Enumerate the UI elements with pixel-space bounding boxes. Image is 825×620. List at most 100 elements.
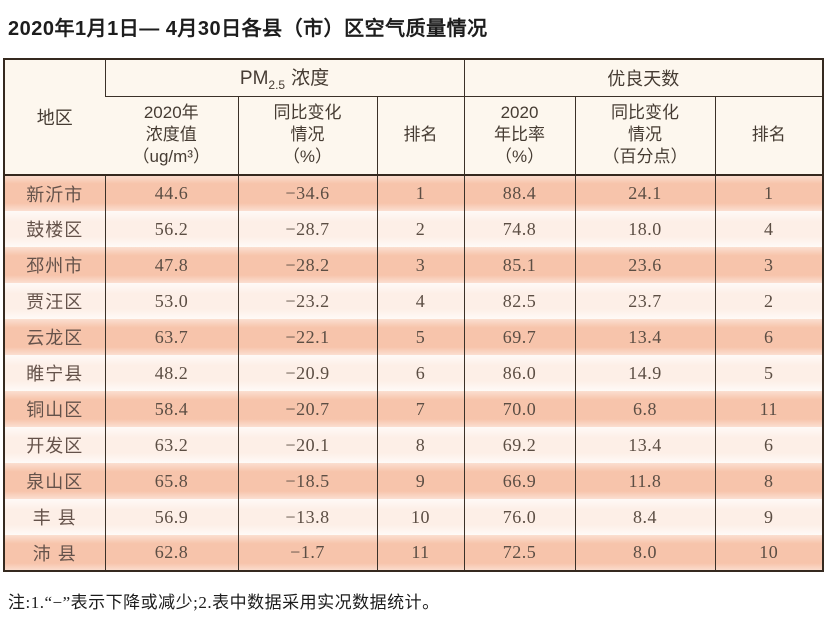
cell-good-change: 23.6 (574, 247, 716, 283)
cell-good-change: 13.4 (574, 319, 716, 355)
header-group-pm25: PM2.5 浓度 (104, 59, 465, 97)
cell-good-rank: 11 (714, 391, 824, 427)
cell-pm-value: 48.2 (104, 355, 238, 391)
cell-good-ratio: 66.9 (463, 463, 576, 499)
cell-pm-change: −20.1 (237, 427, 377, 463)
cell-good-ratio: 70.0 (463, 391, 576, 427)
cell-region: 鼓楼区 (26, 220, 84, 240)
cell-pm-value: 65.8 (104, 463, 238, 499)
cell-pm-value: 63.7 (104, 319, 238, 355)
cell-good-change: 6.8 (574, 391, 716, 427)
cell-pm-rank: 3 (376, 247, 465, 283)
cell-good-change: 23.7 (574, 283, 716, 319)
cell-pm-value: 47.8 (104, 247, 238, 283)
cell-region: 睢宁县 (26, 364, 84, 384)
cell-good-rank: 5 (714, 355, 824, 391)
cell-good-ratio: 86.0 (463, 355, 576, 391)
cell-pm-rank: 11 (376, 535, 465, 571)
header-region: 地区 (36, 108, 73, 128)
table-row: 睢宁县 48.2 −20.9 6 86.0 14.9 5 (4, 355, 824, 391)
header-sub-row: 2020年 浓度值 （ug/m³） 同比变化 情况 （%） 排名 2020 年比… (4, 96, 824, 175)
cell-good-rank: 9 (714, 499, 824, 535)
cell-good-change: 14.9 (574, 355, 716, 391)
cell-good-change: 13.4 (574, 427, 716, 463)
cell-pm-rank: 9 (376, 463, 465, 499)
cell-pm-rank: 6 (376, 355, 465, 391)
cell-pm-value: 58.4 (104, 391, 238, 427)
header-pm-rank: 排名 (376, 96, 465, 175)
table-row: 新沂市 44.6 −34.6 1 88.4 24.1 1 (4, 175, 824, 211)
header-pm-value: 2020年 浓度值 （ug/m³） (132, 102, 210, 167)
cell-pm-value: 53.0 (104, 283, 238, 319)
cell-pm-rank: 2 (376, 211, 465, 247)
cell-pm-rank: 1 (376, 175, 465, 211)
table-row: 贾汪区 53.0 −23.2 4 82.5 23.7 2 (4, 283, 824, 319)
cell-pm-value: 63.2 (104, 427, 238, 463)
cell-good-rank: 6 (714, 427, 824, 463)
cell-pm-rank: 10 (376, 499, 465, 535)
footnote: 注:1.“−”表示下降或减少;2.表中数据采用实况数据统计。 (8, 593, 440, 612)
header-good-ratio: 2020 年比率 （%） (463, 96, 576, 175)
table-row: 开发区 63.2 −20.1 8 69.2 13.4 6 (4, 427, 824, 463)
pm25-suffix: 浓度 (291, 68, 330, 90)
cell-region: 新沂市 (26, 184, 84, 205)
cell-good-change: 24.1 (574, 175, 716, 211)
cell-good-rank: 8 (714, 463, 824, 499)
cell-good-rank: 3 (714, 247, 824, 283)
cell-pm-value: 62.8 (104, 535, 238, 571)
cell-good-change: 18.0 (574, 211, 716, 247)
air-quality-table: 地区 PM2.5 浓度 优良天数 2020年 浓度值 （ug/m³） 同比变化 情… (3, 58, 825, 572)
cell-good-ratio: 88.4 (463, 175, 576, 211)
cell-region: 贾汪区 (26, 292, 84, 312)
table-row: 丰 县 56.9 −13.8 10 76.0 8.4 9 (4, 499, 824, 535)
table-row: 沛 县 62.8 −1.7 11 72.5 8.0 10 (4, 535, 824, 571)
cell-region: 铜山区 (26, 400, 84, 420)
cell-good-ratio: 69.2 (463, 427, 576, 463)
pm25-label: PM2.5 浓度 (239, 68, 330, 92)
cell-pm-change: −34.6 (237, 175, 377, 211)
header-group-row: 地区 PM2.5 浓度 优良天数 (4, 59, 824, 128)
cell-region: 邳州市 (26, 256, 84, 276)
cell-pm-change: −18.5 (237, 463, 377, 499)
cell-pm-value: 56.2 (104, 211, 238, 247)
cell-good-rank: 10 (714, 535, 824, 571)
cell-good-rank: 6 (714, 319, 824, 355)
cell-pm-change: −28.7 (237, 211, 377, 247)
cell-good-ratio: 72.5 (463, 535, 576, 571)
table-row: 铜山区 58.4 −20.7 7 70.0 6.8 11 (4, 391, 824, 427)
cell-good-ratio: 76.0 (463, 499, 576, 535)
table-row: 云龙区 63.7 −22.1 5 69.7 13.4 6 (4, 319, 824, 355)
cell-pm-value: 56.9 (104, 499, 238, 535)
cell-region: 丰 县 (32, 508, 77, 528)
cell-pm-change: −13.8 (237, 499, 377, 535)
cell-good-ratio: 69.7 (463, 319, 576, 355)
cell-pm-change: −1.7 (237, 535, 377, 571)
cell-good-ratio: 74.8 (463, 211, 576, 247)
cell-pm-rank: 4 (376, 283, 465, 319)
table-header: 地区 PM2.5 浓度 优良天数 2020年 浓度值 （ug/m³） 同比变化 情… (4, 59, 824, 175)
cell-region: 沛 县 (32, 543, 77, 564)
cell-pm-rank: 5 (376, 319, 465, 355)
cell-region: 云龙区 (26, 328, 84, 348)
header-pm-change: 同比变化 情况 （%） (237, 96, 377, 175)
cell-good-rank: 1 (714, 175, 824, 211)
table-body: 新沂市 44.6 −34.6 1 88.4 24.1 1 鼓楼区 56.2 −28.7 2 74.8 1… (4, 175, 824, 571)
cell-pm-rank: 8 (376, 427, 465, 463)
cell-good-rank: 4 (714, 211, 824, 247)
header-group-good-days: 优良天数 (463, 59, 824, 97)
cell-good-change: 8.4 (574, 499, 716, 535)
cell-region: 泉山区 (26, 472, 84, 492)
page-title: 2020年1月1日— 4月30日各县（市）区空气质量情况 (8, 18, 488, 40)
cell-pm-value: 44.6 (104, 175, 238, 211)
cell-pm-change: −20.7 (237, 391, 377, 427)
cell-good-change: 8.0 (574, 535, 716, 571)
cell-good-ratio: 82.5 (463, 283, 576, 319)
cell-pm-rank: 7 (376, 391, 465, 427)
header-good-rank: 排名 (714, 96, 824, 175)
table-row: 鼓楼区 56.2 −28.7 2 74.8 18.0 4 (4, 211, 824, 247)
pm25-prefix: PM (239, 68, 269, 90)
cell-pm-change: −22.1 (237, 319, 377, 355)
cell-pm-change: −20.9 (237, 355, 377, 391)
cell-pm-change: −23.2 (237, 283, 377, 319)
cell-pm-change: −28.2 (237, 247, 377, 283)
